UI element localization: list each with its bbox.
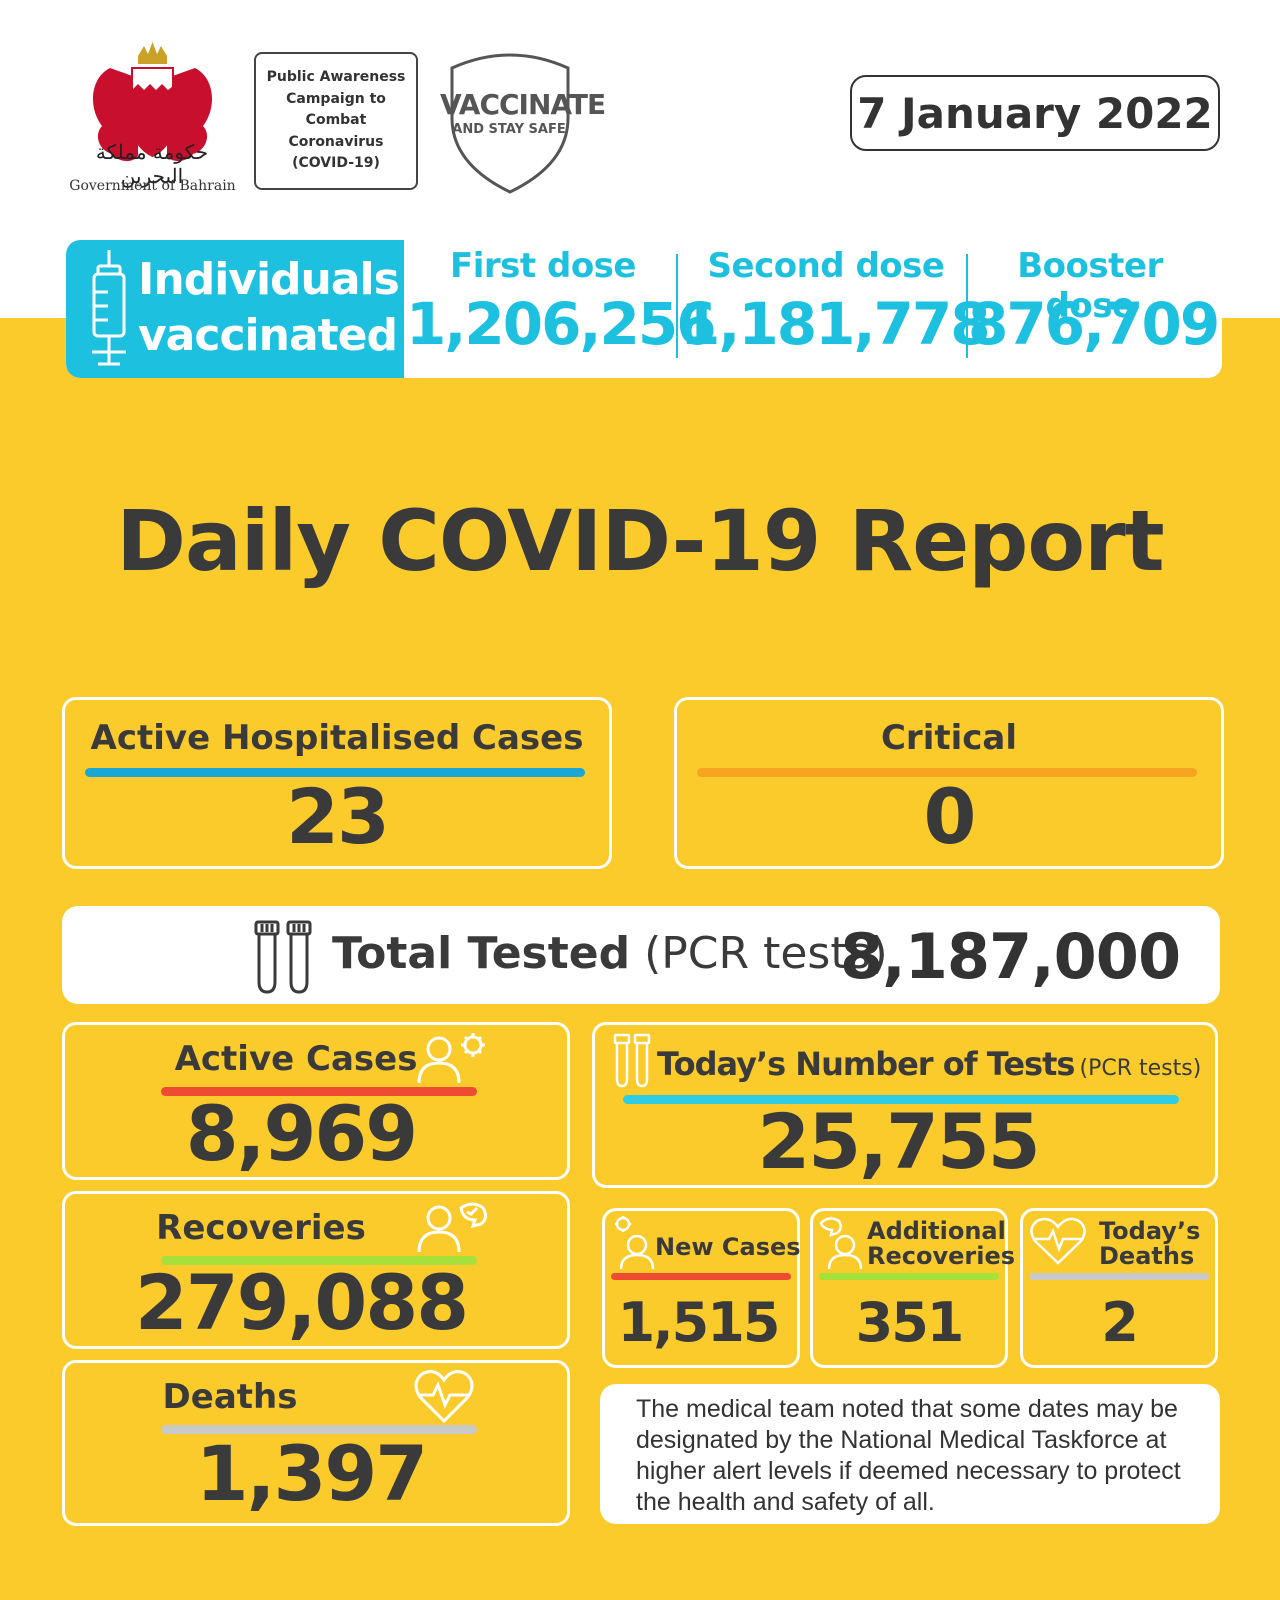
- todays-deaths-label-line1: Today’s: [1099, 1217, 1201, 1245]
- active-cases-label: Active Cases: [174, 1039, 418, 1079]
- additional-recoveries-value: 351: [855, 1291, 965, 1354]
- second-dose: Second dose 1,181,778: [680, 240, 991, 378]
- first-dose-label: First dose: [450, 246, 636, 286]
- deaths-bar: [161, 1425, 477, 1434]
- total-tested-label: Total Tested: [332, 928, 631, 979]
- campaign-text: Public Awareness Campaign to Combat Coro…: [266, 69, 406, 172]
- booster-dose: Booster dose 876,709: [968, 240, 1220, 378]
- critical-card: Critical 0: [674, 697, 1224, 869]
- todays-tests-card: Today’s Number of Tests (PCR tests) 25,7…: [592, 1022, 1218, 1188]
- additional-recoveries-bar: [819, 1273, 999, 1280]
- vaccinate-subtitle: AND STAY SAFE: [452, 122, 566, 137]
- additional-recoveries-label-line1: Additional: [867, 1217, 1006, 1245]
- active-hospitalised-value: 23: [286, 772, 390, 861]
- todays-deaths-value: 2: [1101, 1291, 1139, 1354]
- person-virus-icon: [615, 1216, 655, 1270]
- government-name: Government of Bahrain: [69, 178, 236, 194]
- active-cases-bar: [161, 1087, 477, 1096]
- total-tested-sub: (PCR tests): [644, 928, 888, 979]
- todays-deaths-label-line2: Deaths: [1099, 1242, 1195, 1270]
- critical-bar: [697, 768, 1197, 777]
- todays-deaths-label-group: Today’s Deaths: [1099, 1219, 1200, 1269]
- report-date: 7 January 2022: [850, 75, 1220, 151]
- recoveries-label: Recoveries: [156, 1208, 366, 1248]
- additional-recoveries-card: Additional Recoveries 351: [810, 1208, 1015, 1368]
- bahrain-emblem-icon: [92, 42, 213, 162]
- vaccination-banner: Individuals vaccinated First dose 1,206,…: [66, 240, 1222, 378]
- dose-divider: [676, 254, 678, 358]
- active-hospitalised-label: Active Hospitalised Cases: [90, 718, 584, 758]
- new-cases-bar: [611, 1273, 791, 1280]
- todays-tests-label-group: Today’s Number of Tests (PCR tests): [657, 1045, 1201, 1083]
- todays-tests-label: Today’s Number of Tests: [657, 1045, 1075, 1083]
- additional-recoveries-label-line2: Recoveries: [867, 1242, 1016, 1270]
- booster-dose-label: Booster dose: [1017, 246, 1163, 326]
- todays-deaths-card: Today’s Deaths 2: [1020, 1208, 1218, 1368]
- active-cases-card: Active Cases 8,969: [62, 1022, 570, 1180]
- person-recovery-icon: [417, 1202, 488, 1253]
- todays-tests-value: 25,755: [757, 1097, 1040, 1186]
- deaths-value: 1,397: [195, 1429, 428, 1518]
- test-tubes-icon: [613, 1033, 651, 1088]
- heart-pulse-icon: [1030, 1217, 1086, 1265]
- active-hospitalised-card: Active Hospitalised Cases 23: [62, 697, 612, 869]
- recoveries-card: Recoveries 279,088: [62, 1191, 570, 1349]
- person-virus-icon: [417, 1033, 485, 1084]
- new-cases-value: 1,515: [617, 1291, 781, 1354]
- total-tested-card: Total Tested (PCR tests) 8,187,000: [62, 906, 1220, 1004]
- first-dose: First dose 1,206,256: [406, 240, 717, 378]
- recoveries-bar: [161, 1256, 477, 1265]
- vaccinated-label-line2: vaccinated: [138, 310, 398, 361]
- syringe-icon: [92, 250, 126, 366]
- second-dose-label: Second dose: [707, 246, 945, 286]
- total-tested-label-group: Total Tested (PCR tests): [332, 928, 888, 979]
- total-tested-value: 8,187,000: [840, 920, 1181, 993]
- active-cases-value: 8,969: [185, 1089, 418, 1178]
- test-tubes-icon: [254, 920, 312, 994]
- person-recovery-icon: [819, 1217, 863, 1270]
- booster-dose-value: 876,709: [968, 290, 1220, 358]
- vaccinated-label-line1: Individuals: [138, 254, 400, 305]
- heart-pulse-icon: [414, 1370, 474, 1424]
- medical-note-text: The medical team noted that some dates m…: [636, 1395, 1181, 1516]
- page-title: Daily COVID-19 Report: [116, 492, 1164, 590]
- report-date-text: 7 January 2022: [857, 88, 1213, 138]
- medical-note-card: The medical team noted that some dates m…: [600, 1384, 1220, 1524]
- campaign-badge: Public Awareness Campaign to Combat Coro…: [254, 52, 418, 190]
- recoveries-value: 279,088: [134, 1258, 469, 1347]
- government-name-arabic: حكومة مملكة البحرين: [95, 140, 209, 188]
- todays-tests-bar: [623, 1095, 1179, 1104]
- vaccinate-title: VACCINATE: [440, 88, 606, 121]
- critical-value: 0: [923, 772, 977, 861]
- vaccinate-shield: VACCINATE AND STAY SAFE: [440, 46, 606, 198]
- second-dose-value: 1,181,778: [680, 290, 991, 358]
- new-cases-card: New Cases 1,515: [602, 1208, 801, 1368]
- critical-label: Critical: [880, 718, 1018, 758]
- first-dose-value: 1,206,256: [406, 290, 717, 358]
- dose-divider: [966, 254, 968, 358]
- deaths-card: Deaths 1,397: [62, 1360, 570, 1526]
- shield-icon: [450, 53, 570, 194]
- new-cases-label: New Cases: [655, 1233, 801, 1261]
- additional-recoveries-label-group: Additional Recoveries: [867, 1219, 1015, 1269]
- todays-tests-sub: (PCR tests): [1079, 1056, 1202, 1081]
- vaccinated-label-block: Individuals vaccinated: [66, 240, 404, 378]
- todays-deaths-bar: [1029, 1273, 1209, 1280]
- deaths-label: Deaths: [162, 1377, 298, 1417]
- active-hospitalised-bar: [85, 768, 585, 777]
